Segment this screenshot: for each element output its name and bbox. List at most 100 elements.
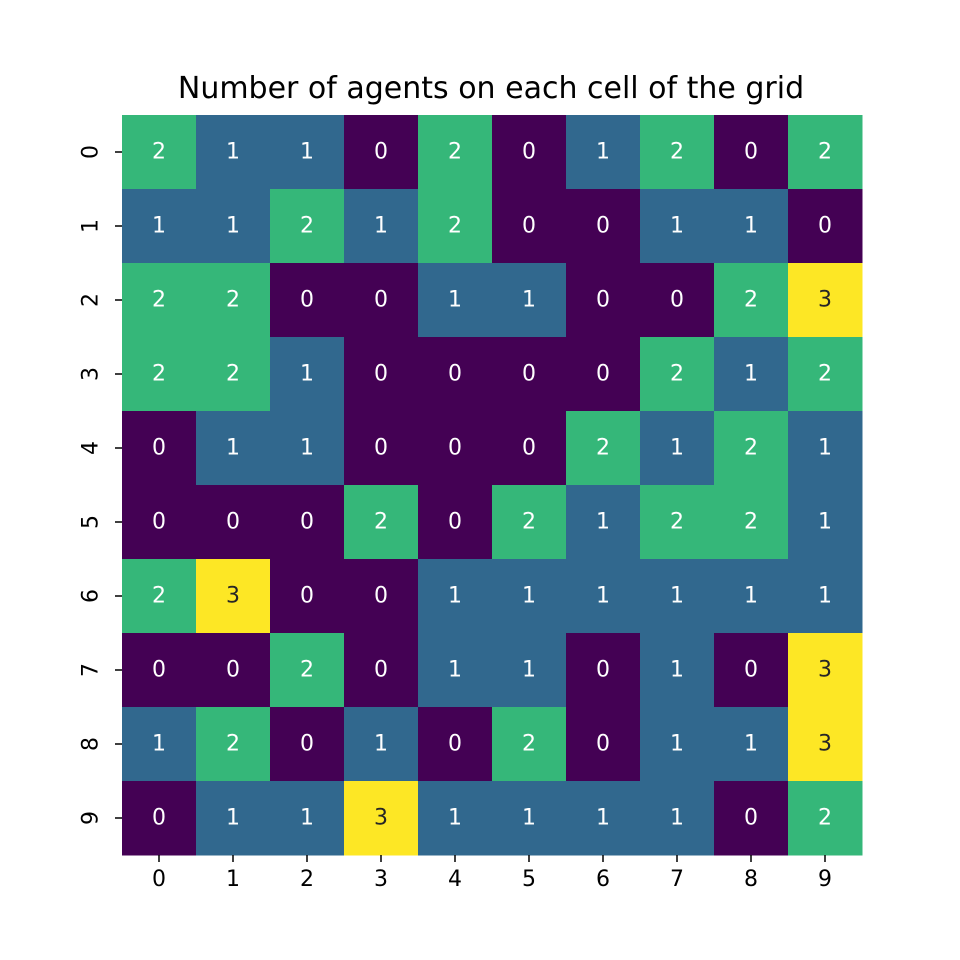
heatmap-cell [344,485,419,560]
cell-value-label: 0 [374,584,388,609]
heatmap-cell [714,263,789,338]
heatmap-cell [344,633,419,708]
heatmap-cell [714,189,789,264]
heatmap-cell [714,337,789,412]
heatmap-cell [566,559,641,634]
cell-value-label: 0 [226,510,240,535]
cell-value-label: 1 [448,658,462,683]
y-tick-label: 3 [79,367,104,381]
cell-value-label: 0 [300,510,314,535]
heatmap-cell [418,633,493,708]
heatmap-cell [122,189,197,264]
heatmap-cell [122,485,197,560]
cell-value-label: 1 [670,436,684,461]
y-tick-label: 2 [79,293,104,307]
cell-value-label: 0 [522,214,536,239]
y-tick-label: 0 [79,145,104,159]
cell-value-label: 1 [818,436,832,461]
heatmap-cell [270,559,345,634]
heatmap-cell [492,781,567,856]
heatmap-cell [566,633,641,708]
cell-value-label: 1 [374,732,388,757]
cell-value-label: 2 [522,732,536,757]
y-tick-label: 1 [79,219,104,233]
heatmap-cell [344,189,419,264]
heatmap-cell [344,263,419,338]
heatmap-cell [492,485,567,560]
y-tick-label: 8 [79,737,104,751]
heatmap-cell [196,633,271,708]
x-axis: 0 1 2 3 4 5 6 7 8 9 [152,855,832,892]
cell-value-label: 1 [522,288,536,313]
heatmap-cell [270,411,345,486]
cell-value-label: 2 [300,658,314,683]
cell-value-label: 3 [374,806,388,831]
cell-value-label: 2 [300,214,314,239]
cell-value-label: 0 [448,362,462,387]
heatmap-cell [418,559,493,634]
cell-value-label: 2 [818,362,832,387]
x-tick-label: 6 [596,867,610,892]
heatmap-cell [270,263,345,338]
heatmap-cell [270,781,345,856]
cell-value-label: 1 [744,584,758,609]
heatmap-cell [122,337,197,412]
heatmap-cell [640,189,715,264]
cell-value-label: 2 [152,584,166,609]
heatmap-cell [714,781,789,856]
cell-value-label: 2 [744,288,758,313]
cell-value-label: 0 [744,806,758,831]
heatmap-cell [418,707,493,782]
heatmap-cell [566,189,641,264]
heatmap-cell [714,559,789,634]
heatmap-cell [270,707,345,782]
cell-value-label: 2 [226,288,240,313]
cell-value-label: 0 [152,806,166,831]
heatmap-cell [344,411,419,486]
cell-value-label: 2 [448,140,462,165]
heatmap-cell [566,411,641,486]
cell-value-label: 2 [448,214,462,239]
cell-value-label: 0 [670,288,684,313]
cell-value-label: 1 [522,806,536,831]
heatmap-cell [418,263,493,338]
x-tick-label: 5 [522,867,536,892]
heatmap-cell [640,115,715,190]
heatmap-cell [566,263,641,338]
heatmap-cell [270,337,345,412]
heatmap-cell [492,263,567,338]
heatmap-cell [196,559,271,634]
heatmap-cell [196,263,271,338]
heatmap-cell [270,189,345,264]
heatmap-cell [196,115,271,190]
heatmap-cell [196,707,271,782]
heatmap-cell [122,781,197,856]
heatmap-cell [788,337,863,412]
heatmap-cell [122,115,197,190]
heatmap-cell [566,115,641,190]
cell-value-label: 0 [522,140,536,165]
heatmap-cell [566,707,641,782]
cell-value-label: 0 [152,436,166,461]
cell-value-label: 0 [300,584,314,609]
cell-value-label: 3 [818,658,832,683]
cell-value-label: 3 [818,288,832,313]
heatmap-cell [788,411,863,486]
cell-value-label: 1 [522,584,536,609]
cell-value-label: 0 [374,436,388,461]
heatmap-cell [788,559,863,634]
heatmap-cell [492,707,567,782]
x-tick-label: 7 [670,867,684,892]
cell-value-label: 0 [374,362,388,387]
x-tick-label: 4 [448,867,462,892]
cell-value-label: 0 [596,214,610,239]
cell-value-label: 2 [670,140,684,165]
cell-value-label: 2 [226,362,240,387]
heatmap-cell [788,781,863,856]
cell-value-label: 1 [448,288,462,313]
heatmap-cell [640,633,715,708]
cell-value-label: 2 [226,732,240,757]
cell-value-label: 0 [448,436,462,461]
cell-value-label: 1 [670,806,684,831]
